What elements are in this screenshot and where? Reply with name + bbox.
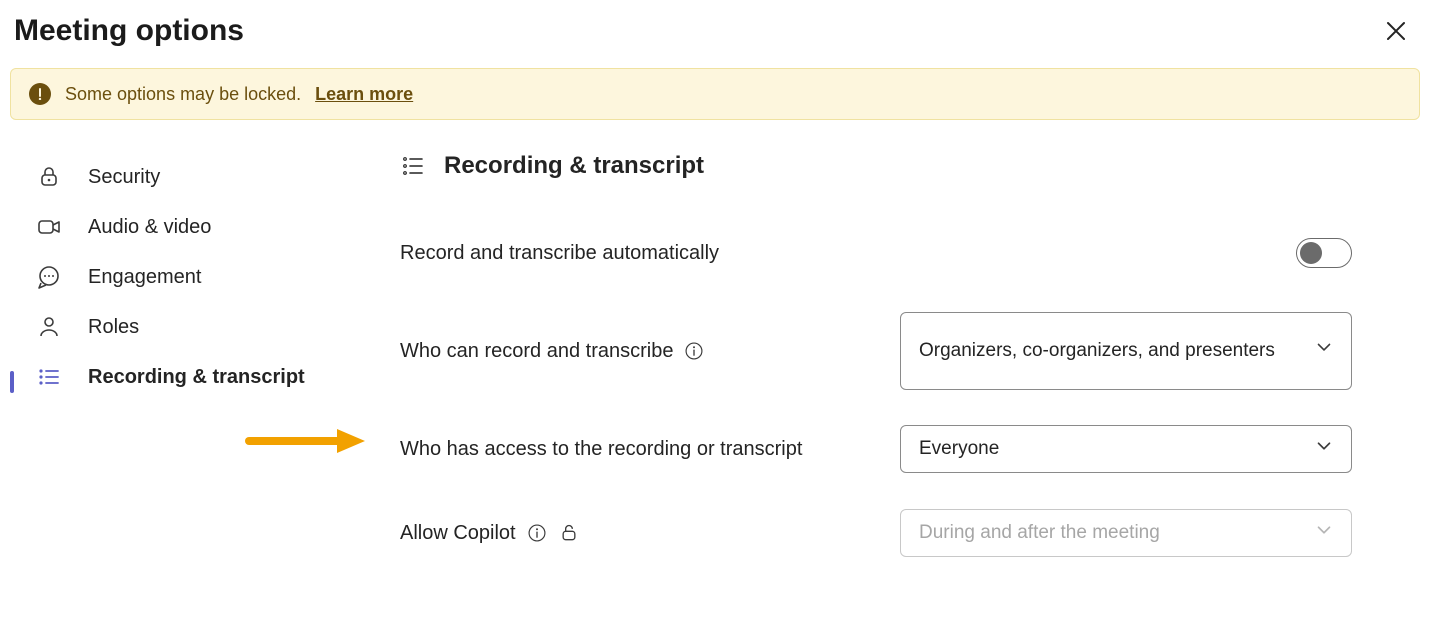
who-can-record-select[interactable]: Organizers, co-organizers, and presenter…	[900, 312, 1352, 390]
select-value: Everyone	[919, 438, 999, 460]
list-icon	[36, 364, 62, 390]
chat-icon	[36, 264, 62, 290]
label-text: Who can record and transcribe	[400, 340, 673, 363]
nav-item-label: Audio & video	[88, 216, 211, 239]
lock-open-icon	[558, 522, 580, 544]
chevron-down-icon	[1313, 435, 1335, 463]
close-icon	[1385, 20, 1407, 42]
section-title: Recording & transcript	[444, 152, 704, 180]
nav-item-audio-video[interactable]: Audio & video	[10, 202, 380, 252]
warning-icon	[29, 83, 51, 105]
nav-item-label: Engagement	[88, 266, 201, 289]
close-button[interactable]	[1380, 15, 1412, 47]
info-icon[interactable]	[526, 522, 548, 544]
select-value: Organizers, co-organizers, and presenter…	[919, 338, 1275, 364]
nav-item-security[interactable]: Security	[10, 152, 380, 202]
who-has-access-select[interactable]: Everyone	[900, 425, 1352, 473]
nav-item-label: Roles	[88, 316, 139, 339]
label-text: Allow Copilot	[400, 522, 516, 545]
chevron-down-icon	[1313, 336, 1335, 366]
banner-text: Some options may be locked.	[65, 84, 301, 105]
info-icon[interactable]	[683, 340, 705, 362]
toggle-knob	[1300, 242, 1322, 264]
nav-active-indicator	[10, 371, 14, 393]
row-label: Record and transcribe automatically	[400, 242, 719, 265]
chevron-down-icon	[1313, 519, 1335, 547]
nav-item-roles[interactable]: Roles	[10, 302, 380, 352]
label-text: Record and transcribe automatically	[400, 242, 719, 265]
nav-item-label: Security	[88, 166, 160, 189]
locked-options-banner: Some options may be locked. Learn more	[10, 68, 1420, 120]
learn-more-link[interactable]: Learn more	[315, 84, 413, 105]
page-title: Meeting options	[14, 14, 244, 48]
row-label: Who can record and transcribe	[400, 340, 705, 363]
settings-content: Recording & transcript Record and transc…	[380, 152, 1430, 592]
row-allow-copilot: Allow Copilot During and after the meeti…	[400, 508, 1352, 558]
label-text: Who has access to the recording or trans…	[400, 438, 802, 461]
settings-nav: Security Audio & video Engagement Roles …	[0, 152, 380, 592]
section-header: Recording & transcript	[400, 152, 1352, 180]
row-label: Allow Copilot	[400, 522, 580, 545]
row-who-can-record: Who can record and transcribe Organizers…	[400, 312, 1352, 390]
video-icon	[36, 214, 62, 240]
allow-copilot-select: During and after the meeting	[900, 509, 1352, 557]
list-icon	[400, 153, 426, 179]
auto-record-toggle[interactable]	[1296, 238, 1352, 268]
nav-item-recording-transcript[interactable]: Recording & transcript	[10, 352, 380, 402]
nav-item-label: Recording & transcript	[88, 366, 305, 389]
nav-item-engagement[interactable]: Engagement	[10, 252, 380, 302]
lock-icon	[36, 164, 62, 190]
row-auto-record: Record and transcribe automatically	[400, 228, 1352, 278]
row-who-has-access: Who has access to the recording or trans…	[400, 424, 1352, 474]
row-label: Who has access to the recording or trans…	[400, 438, 802, 461]
person-icon	[36, 314, 62, 340]
select-value: During and after the meeting	[919, 522, 1160, 544]
